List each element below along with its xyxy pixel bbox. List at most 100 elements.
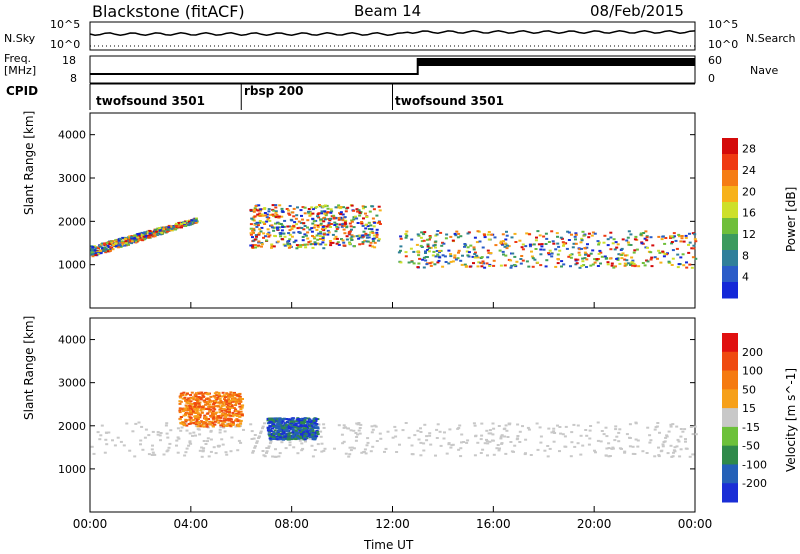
power-cell: [116, 246, 120, 249]
velocity-cell: [672, 449, 676, 452]
power-cell: [488, 263, 492, 266]
velocity-cell: [236, 449, 240, 452]
velocity-cell: [303, 427, 307, 430]
velocity-cell: [581, 444, 585, 447]
velocity-cell: [104, 438, 108, 441]
power-cell: [323, 204, 327, 207]
velocity-cell: [536, 448, 540, 451]
power-cell: [499, 241, 503, 244]
power-cell: [525, 232, 529, 235]
power-cell: [282, 225, 286, 228]
velocity-cell: [232, 407, 236, 409]
power-cell: [583, 247, 587, 249]
power-cell: [625, 239, 629, 242]
power-cell: [555, 232, 559, 235]
velocity-cell: [203, 401, 207, 403]
velocity-cell: [277, 424, 281, 427]
power-cell: [347, 231, 351, 234]
power-cell: [345, 235, 349, 238]
power-cell: [315, 205, 319, 208]
velocity-cell: [217, 444, 221, 447]
velocity-cell: [255, 440, 259, 443]
velocity-cell: [234, 408, 238, 411]
power-cell: [101, 242, 105, 245]
power-cell: [454, 234, 458, 237]
velocity-cell: [198, 449, 202, 452]
velocity-cell: [194, 421, 198, 424]
power-cell: [253, 238, 257, 241]
velocity-cell: [228, 411, 231, 414]
power-cell: [148, 230, 152, 233]
velocity-cell: [191, 410, 195, 413]
power-cell: [667, 260, 671, 263]
velocity-cell: [201, 405, 205, 408]
velocity-cell: [181, 394, 184, 396]
velocity-cell: [357, 422, 361, 424]
velocity-cell: [128, 449, 132, 452]
power-cell: [693, 233, 697, 236]
power-cell: [625, 254, 629, 257]
power-cell: [142, 235, 146, 238]
velocity-cell: [217, 401, 221, 404]
velocity-cell: [293, 431, 296, 433]
power-cell: [679, 240, 683, 243]
power-cell: [316, 226, 320, 229]
power-cell: [363, 205, 367, 208]
power-cell: [114, 245, 118, 247]
power-cell: [179, 222, 183, 225]
velocity-cell: [250, 438, 254, 440]
velocity-cell: [250, 430, 254, 433]
velocity-cell: [473, 454, 477, 457]
velocity-cell: [220, 438, 224, 441]
velocity-cell: [179, 429, 183, 432]
velocity-cell: [220, 401, 224, 404]
velocity-cell: [111, 439, 114, 442]
power-cell: [268, 234, 272, 237]
power-cell: [258, 220, 262, 222]
velocity-cell: [226, 404, 230, 407]
power-cell: [286, 240, 290, 243]
velocity-cell: [217, 416, 221, 419]
power-cell: [460, 263, 464, 266]
power-colorbar-seg: [722, 250, 738, 267]
power-cell: [345, 225, 349, 228]
power-cell: [538, 234, 542, 237]
power-cell: [335, 242, 339, 245]
velocity-cell: [623, 450, 627, 453]
power-cell: [267, 208, 271, 211]
velocity-cell: [287, 436, 291, 439]
power-cell: [253, 223, 257, 226]
velocity-cell: [303, 419, 307, 422]
power-cell: [146, 234, 150, 237]
power-cell: [580, 239, 584, 242]
power-cell: [510, 236, 514, 239]
velocity-cell: [631, 445, 635, 448]
power-cell: [509, 266, 513, 269]
power-cell: [668, 262, 672, 264]
velocity-cell: [691, 433, 695, 436]
power-cell: [477, 261, 481, 264]
velocity-cell: [312, 425, 316, 428]
velocity-cell: [337, 424, 341, 427]
power-cell: [255, 225, 259, 228]
power-cell: [329, 211, 333, 214]
power-cell: [326, 207, 330, 210]
velocity-cell: [186, 412, 190, 415]
velocity-cell: [221, 443, 225, 446]
velocity-cell: [497, 425, 501, 427]
power-cell: [188, 223, 192, 226]
velocity-cell: [416, 429, 420, 432]
power-cell: [323, 216, 327, 219]
velocity-cell: [232, 413, 236, 416]
velocity-cell: [182, 391, 186, 394]
velocity-cell: [147, 453, 151, 456]
xtick-label-0: 00:00: [73, 517, 108, 531]
velocity-cell: [370, 431, 374, 434]
velocity-cell: [275, 438, 279, 441]
power-cell: [657, 249, 661, 252]
power-cell: [639, 232, 643, 235]
velocity-cell: [693, 425, 697, 428]
power-cell: [318, 238, 322, 240]
velocity-cell: [278, 422, 282, 425]
velocity-cell: [301, 447, 305, 450]
